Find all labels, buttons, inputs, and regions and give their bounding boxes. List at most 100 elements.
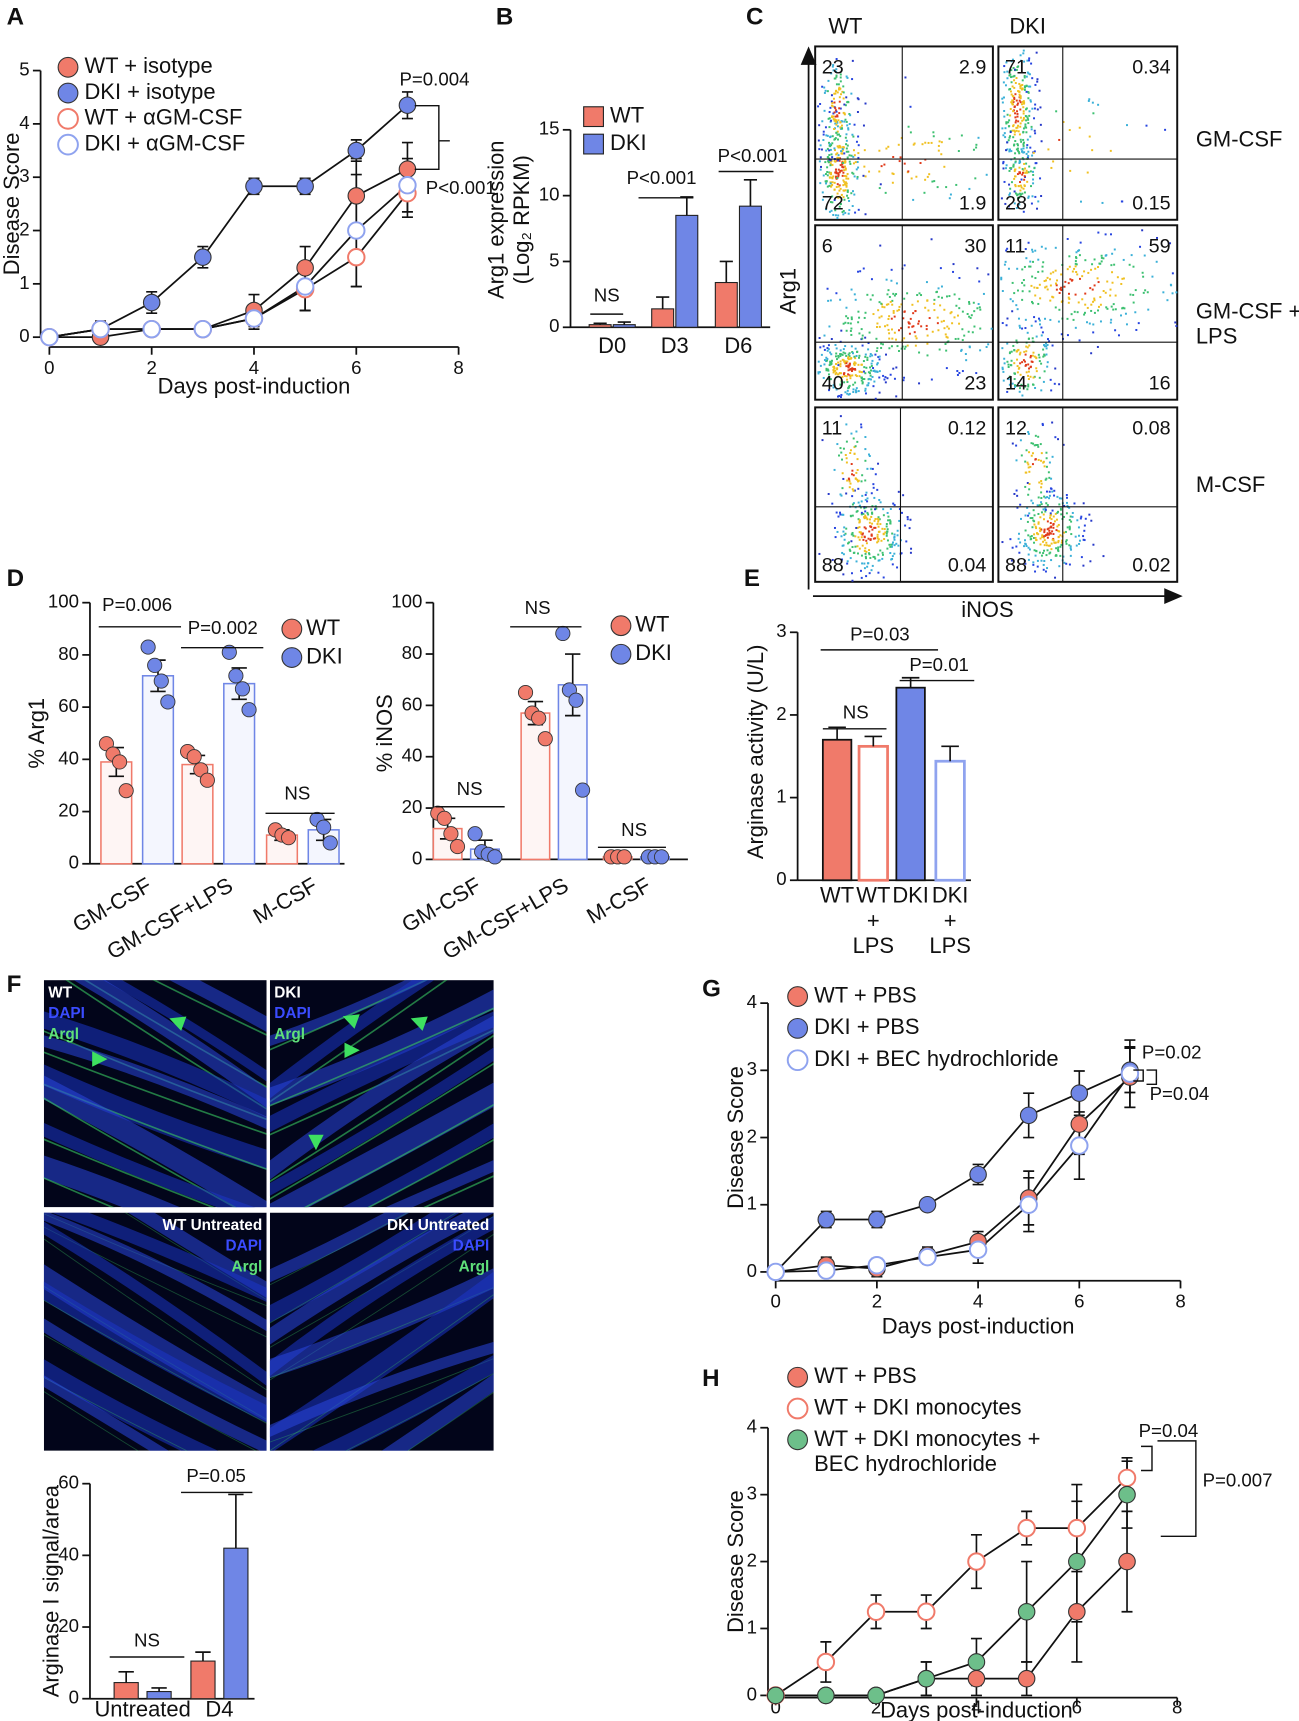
event-dot [1032, 561, 1035, 564]
event-dot [860, 500, 863, 503]
event-dot [1063, 285, 1066, 288]
text-line: BEC hydrochloride [814, 1451, 997, 1476]
event-dot [874, 557, 877, 560]
event-dot [1027, 241, 1030, 244]
event-dot [1074, 262, 1077, 265]
event-dot [1026, 138, 1029, 141]
y-tick-label: 100 [48, 591, 79, 612]
event-dot [1021, 83, 1024, 86]
event-dot [868, 331, 871, 334]
event-dot [860, 426, 863, 429]
event-dot [875, 326, 878, 328]
event-dot [1059, 534, 1062, 537]
tissue-edge [303, 1103, 494, 1208]
event-dot [823, 348, 826, 351]
quadrant-value: 6 [822, 235, 833, 257]
event-dot [1012, 344, 1015, 347]
event-dot [854, 211, 857, 214]
data-point [517, 684, 534, 701]
event-dot [850, 318, 853, 321]
event-dot [857, 208, 860, 211]
tissue-edge [43, 1177, 115, 1208]
event-dot [828, 154, 831, 157]
event-dot [1023, 284, 1026, 287]
micrograph-label: Argl [48, 1026, 79, 1043]
event-dot [1022, 52, 1025, 55]
event-dot [841, 165, 844, 168]
event-dot [1083, 524, 1086, 527]
event-dot [1044, 510, 1047, 513]
event-dot [1137, 322, 1140, 325]
event-dot [1057, 523, 1060, 526]
event-dot [1040, 491, 1043, 494]
event-dot [892, 292, 895, 295]
micrograph-label: Argl [274, 1026, 305, 1043]
event-dot [874, 518, 877, 521]
event-dot [830, 338, 833, 341]
event-dot [1024, 327, 1027, 330]
event-dot [845, 185, 848, 188]
event-dot [1022, 144, 1025, 147]
event-dot [1084, 292, 1087, 295]
event-dot [845, 147, 848, 150]
event-dot [881, 553, 884, 556]
event-dot [837, 119, 840, 122]
event-dot [1122, 277, 1125, 280]
event-dot [846, 378, 849, 381]
event-dot [1044, 478, 1047, 481]
event-dot [874, 508, 877, 511]
event-dot [859, 506, 862, 509]
event-dot [1013, 133, 1016, 136]
event-dot [1012, 66, 1015, 69]
annotation: P<0.001 [718, 145, 788, 166]
event-dot [860, 532, 863, 535]
event-dot [927, 309, 930, 312]
event-dot [844, 352, 847, 355]
event-dot [826, 349, 829, 352]
event-dot [892, 502, 895, 505]
event-dot [891, 299, 894, 302]
event-dot [1032, 351, 1035, 354]
x-tick-label: 0 [770, 1291, 780, 1312]
event-dot [925, 281, 928, 284]
event-dot [1104, 291, 1107, 294]
event-dot [872, 367, 875, 370]
event-dot [1065, 542, 1068, 545]
x-tick-label: D0 [598, 333, 626, 358]
event-dot [1084, 517, 1087, 520]
event-dot [1023, 88, 1026, 91]
event-dot [1053, 520, 1056, 523]
data-point [653, 849, 670, 865]
text-line: GM-CSF + [1196, 298, 1299, 323]
event-dot [1033, 150, 1036, 153]
marker [244, 309, 264, 328]
event-dot [1109, 294, 1112, 297]
event-dot [1009, 114, 1012, 117]
error-bar [719, 260, 733, 283]
event-dot [1031, 154, 1034, 157]
event-dot [1021, 150, 1024, 153]
event-dot [1040, 486, 1043, 489]
event-dot [865, 539, 868, 542]
event-dot [1049, 278, 1052, 281]
event-dot [1093, 311, 1096, 314]
event-dot [1074, 265, 1077, 268]
event-dot [1080, 200, 1082, 203]
event-dot [832, 118, 835, 121]
event-dot [831, 177, 834, 180]
event-dot [1046, 338, 1049, 341]
event-dot [1045, 544, 1048, 547]
event-dot [836, 443, 839, 446]
event-dot [1012, 110, 1015, 113]
event-dot [891, 563, 894, 566]
event-dot [835, 58, 838, 60]
event-dot [861, 532, 864, 535]
event-dot [1024, 86, 1026, 89]
x-tick-label: D6 [724, 333, 752, 358]
event-dot [1001, 290, 1004, 293]
event-dot [936, 290, 938, 293]
event-dot [1010, 167, 1013, 170]
event-dot [956, 373, 959, 376]
event-dot [817, 139, 820, 142]
event-dot [1003, 263, 1006, 266]
